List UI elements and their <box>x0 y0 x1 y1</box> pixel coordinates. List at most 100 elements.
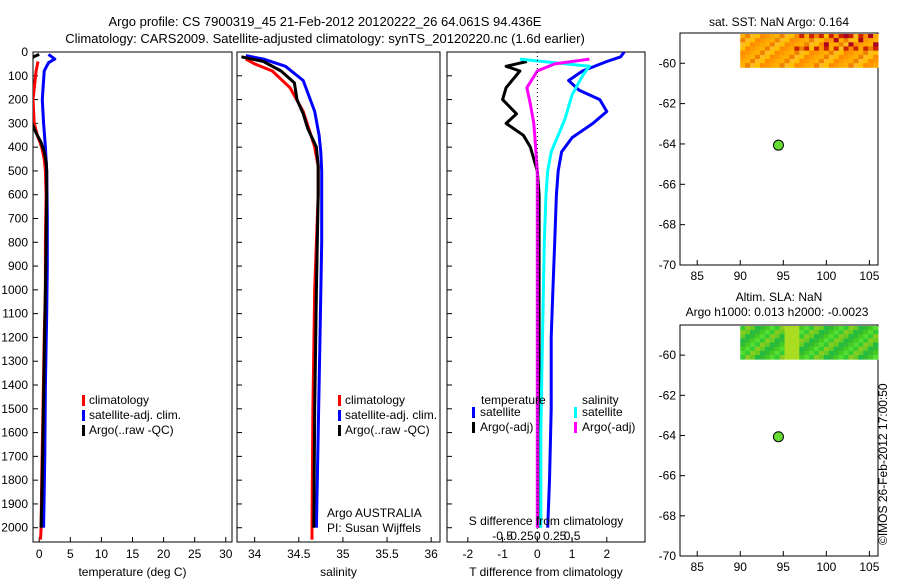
temperature-xtick-label: 5 <box>67 547 74 561</box>
sst_map-grid-cell <box>784 42 790 47</box>
salinity-footer-line-1: Argo AUSTRALIA <box>327 506 422 520</box>
temperature-xtick-label: 15 <box>126 547 140 561</box>
sst_map-grid-cell <box>764 42 771 47</box>
sst_map-ytick-label: -60 <box>659 56 677 70</box>
sst_map-grid-cell <box>814 50 820 56</box>
difference-legend-label-0: satellite <box>480 405 521 419</box>
sla_map-grid-cell <box>868 346 874 352</box>
sst_map-grid-cell <box>789 46 795 52</box>
sla_map-grid-cell <box>774 334 781 339</box>
sst_map-grid-cell <box>868 54 874 60</box>
sla_map-ytick-label: -66 <box>659 469 677 483</box>
sst_map-grid-cell <box>828 34 835 39</box>
sst_map-grid-cell <box>853 54 859 60</box>
sst_map-grid-cell <box>794 34 800 39</box>
sla_map-grid-cell <box>848 355 854 360</box>
sla_map-argo-position-marker <box>772 431 784 443</box>
temperature-ytick-label: 1000 <box>1 283 28 297</box>
sla_map-grid-cell <box>799 346 805 352</box>
sst_map-grid-cell <box>769 58 776 64</box>
sla_map-grid-cell <box>858 350 864 356</box>
sst_map-grid-cell <box>809 50 815 56</box>
sst_map-grid-cell <box>828 54 835 60</box>
sla_map-grid-cell <box>804 355 810 360</box>
sst_map-grid-cell <box>794 63 800 68</box>
sst_map-grid-cell <box>814 63 820 68</box>
sla_map-grid-cell <box>779 355 786 360</box>
sst_map-grid-cell <box>804 42 810 47</box>
sst_map-grid-cell <box>853 34 859 39</box>
sst_map-grid-cell <box>814 38 820 43</box>
sst_map-grid-cell <box>863 38 869 43</box>
sst_map-grid-cell <box>784 58 790 64</box>
sst_map-grid-cell <box>789 38 795 43</box>
sst_map-grid-cell <box>868 38 874 43</box>
sla_map-grid-cell <box>799 326 805 331</box>
sst_map-grid-cell <box>863 46 869 52</box>
sst_map-grid-cell <box>823 63 830 68</box>
difference-series-0-line <box>546 52 626 528</box>
sla_map-grid-cell <box>804 330 810 335</box>
sla_map-grid-cell <box>799 334 805 339</box>
sla_map-grid-cell <box>863 338 869 344</box>
difference-xtick-label: 0 <box>534 547 541 561</box>
sst_map-xtick-label: 95 <box>777 269 791 283</box>
sst_map-grid-cell <box>755 46 761 52</box>
sst_map-grid-cell <box>848 54 854 60</box>
temperature-xtick-label: 20 <box>157 547 171 561</box>
sla_map-grid-cell <box>745 326 751 331</box>
sst_map-grid-cell <box>814 54 820 60</box>
sla_map-grid-cell <box>755 346 761 352</box>
sst_map-grid-cell <box>794 38 800 43</box>
sla_map-grid-cell <box>794 326 800 331</box>
sst_map-grid-cell <box>755 42 761 47</box>
sla_map-grid-cell <box>818 346 825 352</box>
sla_map-grid-cell <box>794 338 800 344</box>
sst_map-grid-cell <box>740 58 746 64</box>
sla_map-grid-cell <box>828 326 835 331</box>
sst_map-grid-cell <box>755 38 761 43</box>
temperature-ytick-label: 2000 <box>1 521 28 535</box>
sla_map-grid-cell <box>843 342 849 348</box>
sst_map-grid-cell <box>789 42 795 47</box>
sst_map-grid-cell <box>818 54 825 60</box>
sla_map-grid-cell <box>809 334 815 339</box>
sst_map-grid-cell <box>843 63 849 68</box>
difference-xtick-label: -2 <box>463 547 474 561</box>
sla_map-grid-cell <box>740 334 746 339</box>
salinity-xtick-label: 34.5 <box>287 547 311 561</box>
sst_map-grid-cell <box>848 58 854 64</box>
difference-xtick-label: 2 <box>603 547 610 561</box>
sla_map-grid-cell <box>750 355 756 360</box>
sla_map-grid-cell <box>804 342 810 348</box>
sst_map-grid-cell <box>868 46 874 52</box>
sla_map-grid-cell <box>774 338 781 344</box>
sst_map-grid-cell <box>745 58 751 64</box>
sst_map-grid-cell <box>794 54 800 60</box>
sst_map-grid-cell <box>858 46 864 52</box>
sst_map-grid-cell <box>838 50 845 56</box>
sla_map-grid-cell <box>779 334 786 339</box>
sla_map-grid-cell <box>774 342 781 348</box>
sst_map-grid-cell <box>833 34 840 39</box>
sst_map-grid-cell <box>843 42 849 47</box>
sla_map-grid-cell <box>828 342 835 348</box>
sst_map-grid-cell <box>848 46 854 52</box>
sst_map-grid-cell <box>809 38 815 43</box>
sst_map-grid-cell <box>848 34 854 39</box>
sst_map-grid-cell <box>784 34 790 39</box>
sla_map-grid-cell <box>740 342 746 348</box>
salinity-legend-swatch-0 <box>338 395 341 406</box>
difference-s-tick-label: -0.5 <box>492 529 513 543</box>
sla_map-grid-cell <box>769 355 776 360</box>
salinity-footer-line-2: PI: Susan Wijffels <box>327 521 421 535</box>
sla_map-grid-cell <box>759 346 766 352</box>
sla_map-grid-cell <box>784 346 790 352</box>
sla_map-grid-cell <box>794 350 800 356</box>
difference-xlabel: T difference from climatology <box>469 565 623 579</box>
difference-s-tick-label: 0.5 <box>564 529 581 543</box>
sst_map-grid-cell <box>745 46 751 52</box>
sla_map-grid-cell <box>809 338 815 344</box>
salinity-legend-swatch-1 <box>338 410 341 421</box>
sst_map-grid-cell <box>750 46 756 52</box>
